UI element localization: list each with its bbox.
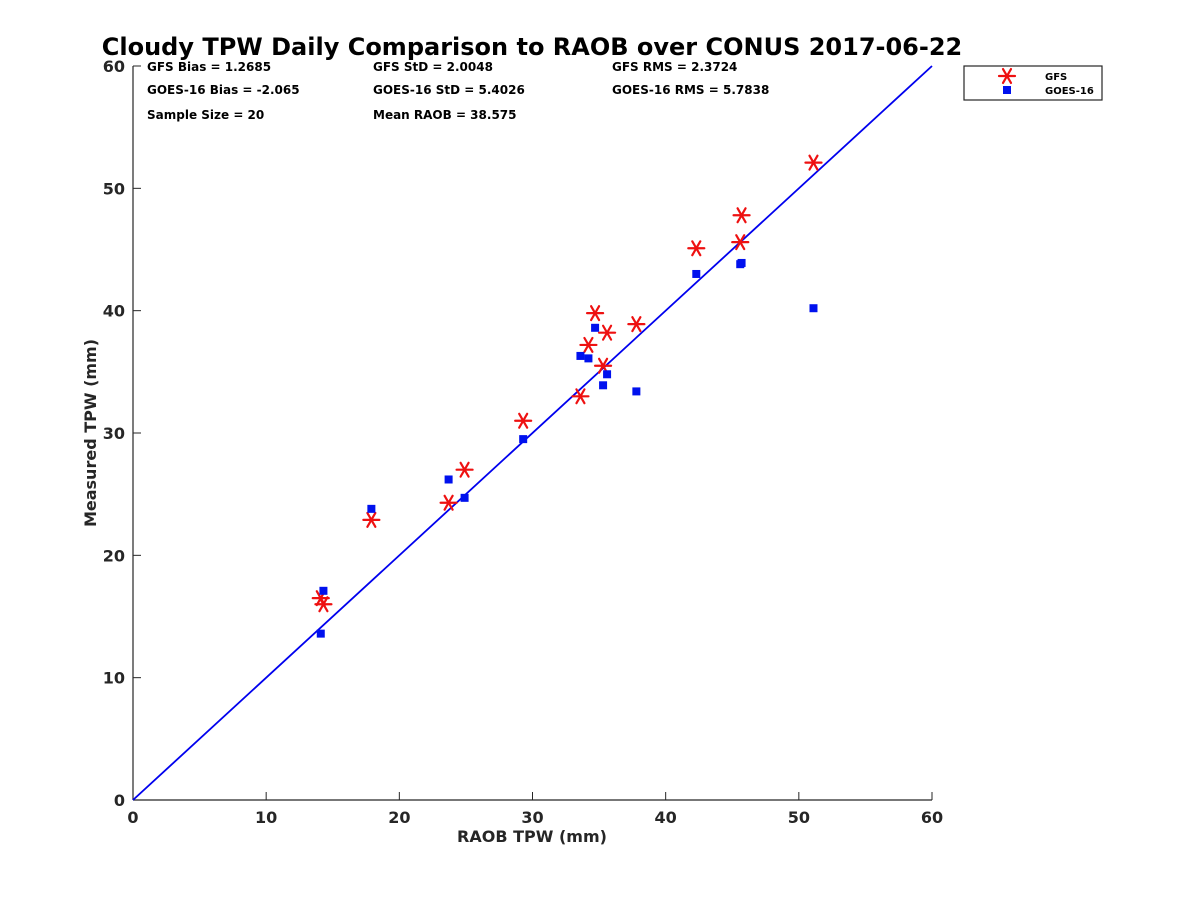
data-point [460,493,469,502]
stat-label: GFS RMS = 2.3724 [612,60,737,74]
y-tick-label: 50 [103,179,125,198]
data-point [576,351,585,360]
data-point [687,240,706,257]
y-tick-label: 0 [114,791,125,810]
data-point [627,316,646,333]
data-point [731,234,750,251]
data-point [591,323,600,332]
data-point [571,388,590,405]
data-point [732,207,751,224]
y-tick-label: 40 [103,302,125,321]
legend-box [963,65,1103,101]
x-tick-label: 20 [388,808,410,827]
x-tick-label: 60 [921,808,943,827]
data-point [314,596,333,613]
data-point [439,494,458,511]
data-point [362,511,381,528]
one-to-one-line [132,65,933,801]
stat-label: Sample Size = 20 [147,108,264,122]
y-axis-label: Measured TPW (mm) [81,339,100,527]
stat-label: GFS StD = 2.0048 [373,60,493,74]
data-point [579,336,598,353]
data-point [519,435,528,444]
data-point [809,304,818,313]
stat-label: GFS Bias = 1.2685 [147,60,271,74]
data-point [599,381,608,390]
data-point [737,258,746,267]
data-point [367,504,376,513]
legend-marker [1003,86,1011,94]
data-point [319,586,328,595]
x-tick-label: 30 [521,808,543,827]
y-tick-label: 30 [103,424,125,443]
statistics-annotations: GFS Bias = 1.2685 GFS StD = 2.0048 GFS RMS… [147,60,769,122]
data-point [585,305,605,322]
data-point [514,412,533,429]
stat-label: Mean RAOB = 38.575 [373,108,517,122]
data-point [632,387,641,396]
reference-line-group [132,65,933,801]
series-goes-16 [316,258,818,638]
series-gfs [311,154,823,613]
y-tick-label: 20 [103,546,125,565]
chart-title: Cloudy TPW Daily Comparison to RAOB over… [102,33,962,61]
data-point [316,629,325,638]
legend-marker [997,67,1017,85]
x-axis-label: RAOB TPW (mm) [457,827,607,846]
stat-label: GOES-16 StD = 5.4026 [373,83,525,97]
legend-label: GOES-16 [1045,86,1094,97]
axes: 0 10 20 30 40 50 60 0 10 20 30 40 50 60 [103,57,943,827]
y-tick-label: 10 [103,669,125,688]
legend: GFS GOES-16 [963,65,1103,101]
x-tick-label: 0 [127,808,138,827]
stat-label: GOES-16 RMS = 5.7838 [612,83,769,97]
legend-label: GFS [1045,72,1067,83]
x-tick-label: 40 [655,808,677,827]
x-tick-label: 50 [788,808,810,827]
data-point [584,354,593,363]
data-point [455,461,474,478]
data-point [444,475,453,484]
x-tick-label: 10 [255,808,277,827]
data-point [603,370,612,379]
data-point [804,154,823,171]
data-point [597,324,617,341]
stat-label: GOES-16 Bias = -2.065 [147,83,300,97]
data-points [311,154,823,638]
y-tick-label: 60 [103,57,125,76]
data-point [692,269,701,278]
